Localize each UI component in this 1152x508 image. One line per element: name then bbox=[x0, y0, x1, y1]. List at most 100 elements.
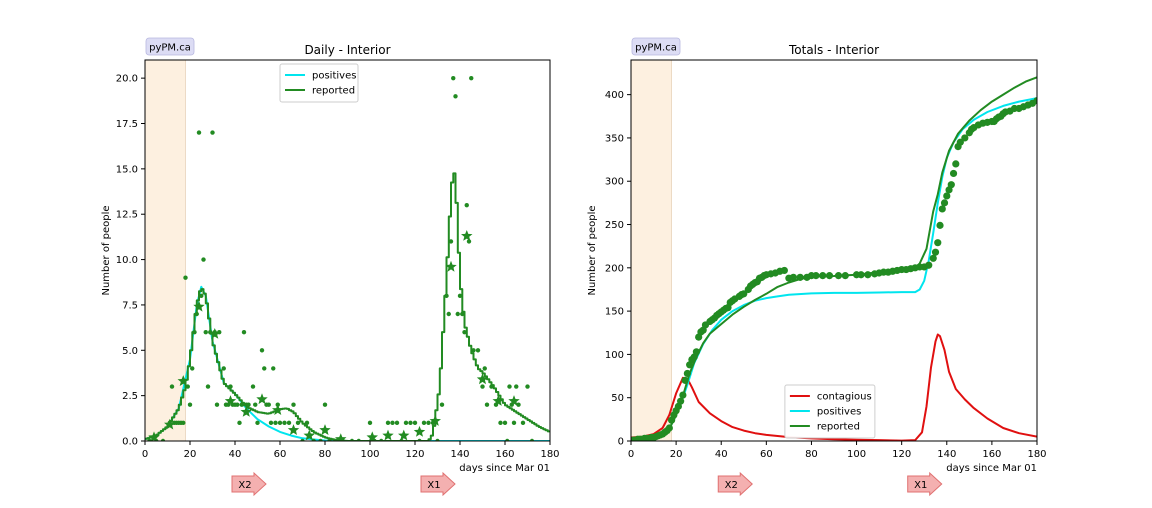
star-point bbox=[240, 406, 252, 417]
x-tick-label: 80 bbox=[319, 449, 332, 460]
data-point bbox=[239, 402, 244, 407]
data-point bbox=[349, 438, 355, 441]
data-point bbox=[451, 75, 456, 81]
data-point bbox=[453, 94, 458, 99]
data-point bbox=[408, 420, 413, 426]
data-point bbox=[394, 420, 400, 426]
data-point bbox=[931, 248, 940, 256]
x-tick-label: 100 bbox=[360, 449, 379, 460]
data-point bbox=[439, 402, 445, 407]
x-tick-label: 20 bbox=[670, 449, 683, 460]
data-point bbox=[201, 257, 206, 262]
x-tick-label: 100 bbox=[847, 449, 866, 460]
data-point bbox=[196, 130, 202, 135]
event-marker-label: X2 bbox=[238, 480, 251, 491]
data-point bbox=[187, 402, 193, 407]
x-tick-label: 40 bbox=[229, 449, 242, 460]
data-point bbox=[385, 420, 391, 426]
data-point bbox=[484, 402, 490, 407]
star-point bbox=[476, 373, 489, 385]
data-point bbox=[169, 384, 175, 389]
data-point bbox=[864, 271, 872, 279]
data-point bbox=[460, 311, 465, 317]
data-point bbox=[469, 75, 474, 81]
data-point bbox=[259, 348, 265, 353]
data-point bbox=[455, 311, 460, 317]
data-point bbox=[412, 420, 418, 426]
data-point bbox=[435, 438, 440, 441]
star-point bbox=[429, 415, 441, 426]
data-point bbox=[834, 272, 843, 280]
x-tick-label: 180 bbox=[1027, 449, 1046, 460]
legend-label: contagious bbox=[817, 392, 872, 403]
x-tick-label: 180 bbox=[540, 449, 559, 460]
plot-frame bbox=[144, 59, 551, 442]
data-point bbox=[322, 402, 328, 407]
data-point bbox=[356, 438, 361, 441]
x-tick-label: 20 bbox=[184, 449, 197, 460]
data-point bbox=[464, 202, 469, 208]
star-point bbox=[224, 395, 237, 406]
data-point bbox=[390, 420, 395, 426]
data-point bbox=[841, 272, 849, 280]
plot-frame bbox=[630, 59, 1038, 442]
data-point bbox=[192, 329, 197, 335]
data-point bbox=[253, 402, 258, 407]
plot-area bbox=[631, 76, 1037, 441]
shaded-region bbox=[144, 59, 186, 442]
event-marker-arrow bbox=[420, 471, 456, 497]
x-tick-label: 40 bbox=[715, 449, 728, 460]
data-point bbox=[683, 369, 691, 378]
data-point bbox=[505, 438, 510, 441]
source-badge-label: pyPM.ca bbox=[149, 43, 191, 54]
star-point bbox=[335, 433, 347, 441]
data-point bbox=[237, 420, 242, 426]
y-tick-label: 5.0 bbox=[122, 346, 138, 357]
data-point bbox=[268, 420, 274, 426]
y-tick-label: 0 bbox=[618, 437, 624, 448]
data-point bbox=[311, 438, 316, 441]
data-point bbox=[190, 366, 195, 371]
y-tick-label: 10.0 bbox=[116, 255, 138, 266]
x-axis-label: days since Mar 01 bbox=[946, 463, 1037, 474]
shaded-region bbox=[630, 59, 672, 442]
series-line-reported bbox=[145, 172, 550, 441]
data-point bbox=[740, 290, 748, 298]
data-point bbox=[679, 391, 687, 399]
data-point bbox=[367, 420, 373, 426]
star-point bbox=[398, 429, 410, 441]
star-point bbox=[319, 424, 331, 435]
data-point bbox=[1033, 97, 1037, 105]
star-point bbox=[303, 429, 315, 441]
y-tick-label: 300 bbox=[605, 177, 624, 188]
star-point bbox=[272, 404, 284, 415]
y-tick-label: 2.5 bbox=[122, 391, 138, 402]
data-point bbox=[250, 384, 256, 389]
star-point bbox=[508, 395, 520, 406]
data-point bbox=[692, 348, 701, 356]
totals-panel: 0 20 40 60 80 100 120 140 160 180 0 50 100 150 200 250 3… bbox=[587, 37, 1047, 497]
y-tick-label: 250 bbox=[605, 220, 624, 231]
star-point bbox=[256, 393, 268, 405]
data-point bbox=[529, 438, 535, 441]
data-point bbox=[214, 402, 220, 407]
event-marker-label: X2 bbox=[725, 480, 738, 491]
plot-area bbox=[145, 75, 550, 441]
source-badge bbox=[145, 37, 195, 56]
x-tick-label: 120 bbox=[405, 449, 424, 460]
data-point bbox=[934, 239, 942, 247]
y-tick-label: 150 bbox=[605, 307, 624, 318]
star-point bbox=[164, 418, 176, 430]
x-tick-label: 120 bbox=[892, 449, 911, 460]
data-point bbox=[796, 273, 804, 281]
x-tick-label: 0 bbox=[142, 449, 148, 460]
data-point bbox=[812, 272, 820, 280]
data-point bbox=[379, 438, 384, 441]
y-tick-label: 17.5 bbox=[116, 119, 138, 130]
data-point bbox=[304, 420, 310, 426]
data-point bbox=[956, 138, 964, 146]
daily-panel: 0 20 40 60 80 100 120 140 160 180 0.0 2.5 5.0 7.5 10.0… bbox=[101, 37, 560, 497]
y-axis-label: Number of people bbox=[101, 205, 112, 295]
data-point bbox=[399, 438, 404, 441]
